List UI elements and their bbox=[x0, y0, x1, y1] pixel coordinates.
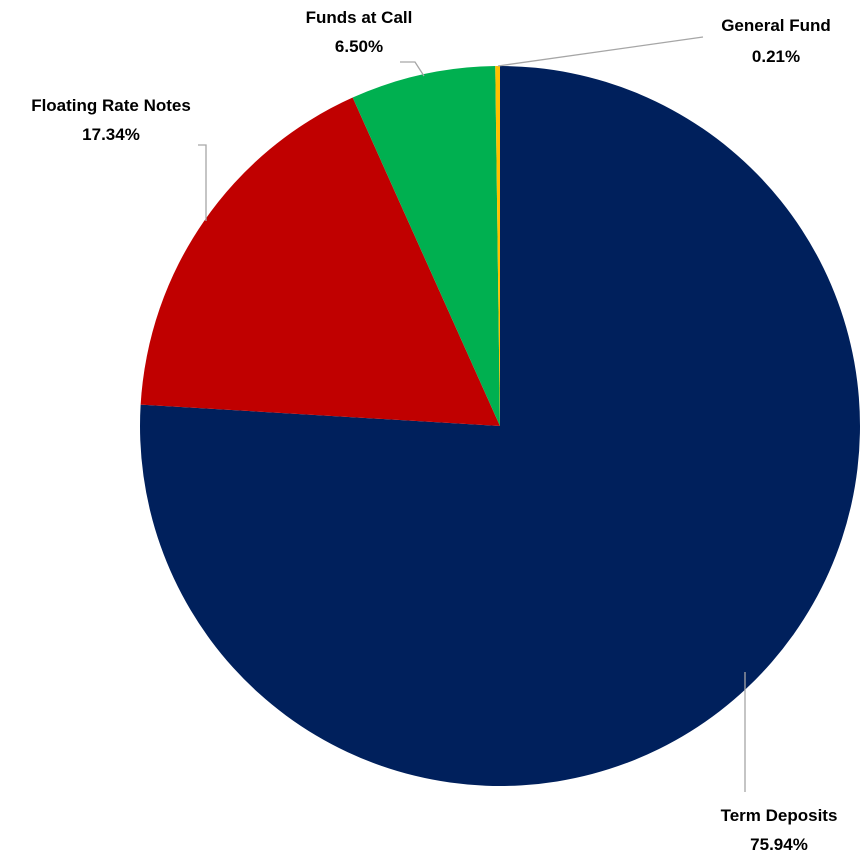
pie-slice-funds-at-call bbox=[352, 66, 500, 426]
pie-slice-floating-rate-notes bbox=[140, 97, 500, 426]
slice-label-funds-at-call: Funds at Call bbox=[306, 8, 413, 27]
slice-label-general-fund: General Fund bbox=[721, 16, 831, 35]
leader-line-general-fund bbox=[497, 36, 704, 67]
leader-line-funds-at-call bbox=[400, 61, 425, 77]
slice-label-floating-rate-notes: Floating Rate Notes bbox=[31, 96, 191, 115]
pie-slice-term-deposits bbox=[140, 66, 861, 786]
leader-line-floating-rate-notes bbox=[198, 144, 207, 221]
slice-value-floating-rate-notes: 17.34% bbox=[82, 125, 140, 144]
slice-value-term-deposits: 75.94% bbox=[750, 835, 808, 854]
slice-value-funds-at-call: 6.50% bbox=[335, 37, 383, 56]
pie-slices bbox=[140, 65, 861, 786]
slice-label-term-deposits: Term Deposits bbox=[721, 806, 838, 825]
pie-slice-general-fund bbox=[495, 65, 500, 426]
slice-value-general-fund: 0.21% bbox=[752, 47, 800, 66]
leader-lines bbox=[198, 36, 746, 792]
